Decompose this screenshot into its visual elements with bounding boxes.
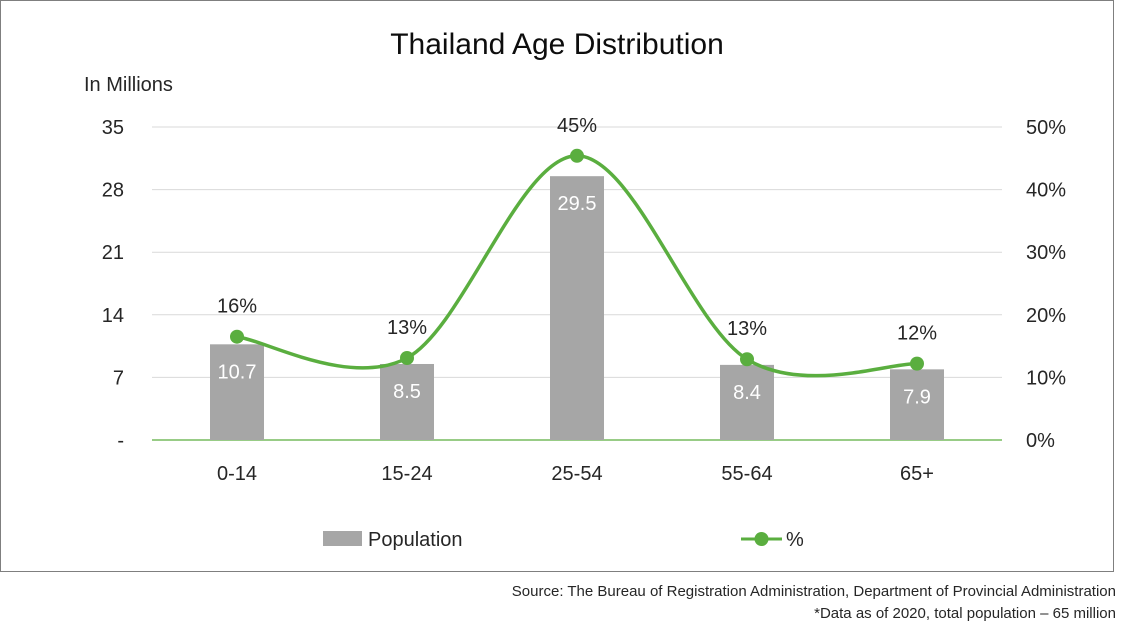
legend: Population % (323, 529, 804, 551)
y-right-tick-label: 30% (1026, 242, 1066, 264)
bar-data-label: 8.5 (393, 381, 421, 403)
y-left-tick-label: - (117, 430, 124, 452)
bar-0-14 (210, 344, 264, 440)
bar-data-label: 8.4 (733, 382, 761, 404)
percent-marker-0-14 (230, 329, 244, 344)
legend-percent-label: % (786, 529, 804, 551)
legend-population-swatch (323, 531, 362, 546)
y-right-tick-label: 10% (1026, 367, 1066, 389)
bar-data-label: 7.9 (903, 386, 931, 408)
percent-line: 16% 13% 45% 13% 12% (217, 115, 937, 378)
axis-labels: - 7 14 21 28 35 0% 10% 20% 30% 40% 50% 0-14 15-24 25-5… (102, 117, 1066, 485)
data-note: *Data as of 2020, total population – 65 … (814, 605, 1116, 622)
x-tick-label: 0-14 (217, 463, 257, 485)
percent-data-label: 13% (387, 317, 427, 339)
bar-data-label: 10.7 (218, 361, 257, 383)
y-right-tick-label: 50% (1026, 117, 1066, 139)
percent-marker-25-54 (570, 148, 584, 163)
percent-data-label: 16% (217, 296, 257, 318)
bar-data-label: 29.5 (558, 193, 597, 215)
y-left-tick-label: 14 (102, 305, 124, 327)
percent-marker-15-24 (400, 350, 414, 365)
x-tick-label: 55-64 (721, 463, 772, 485)
bar-25-54 (550, 176, 604, 440)
percent-data-label: 13% (727, 318, 767, 340)
y-left-tick-label: 28 (102, 180, 124, 202)
y-right-tick-label: 20% (1026, 305, 1066, 327)
x-tick-label: 25-54 (551, 463, 602, 485)
percent-data-label: 45% (557, 115, 597, 137)
y-left-tick-label: 7 (113, 367, 124, 389)
bar-55-64 (720, 364, 774, 440)
x-tick-label: 15-24 (381, 463, 432, 485)
y-left-tick-label: 35 (102, 117, 124, 139)
bar-15-24 (380, 363, 434, 440)
bar-65+ (890, 369, 944, 440)
y-right-tick-label: 0% (1026, 430, 1055, 452)
legend-population-label: Population (368, 529, 463, 551)
x-tick-label: 65+ (900, 463, 934, 485)
percent-data-label: 12% (897, 323, 937, 345)
legend-percent-marker (754, 532, 769, 546)
y-right-tick-label: 40% (1026, 180, 1066, 202)
y-axis-label: In Millions (84, 74, 173, 96)
population-bars: 10.7 8.5 29.5 8.4 7.9 (210, 176, 944, 440)
percent-marker-55-64 (740, 352, 754, 367)
chart-title: Thailand Age Distribution (390, 28, 724, 61)
percent-marker-65+ (910, 356, 924, 371)
y-left-tick-label: 21 (102, 242, 124, 264)
source-note: Source: The Bureau of Registration Admin… (511, 583, 1116, 600)
